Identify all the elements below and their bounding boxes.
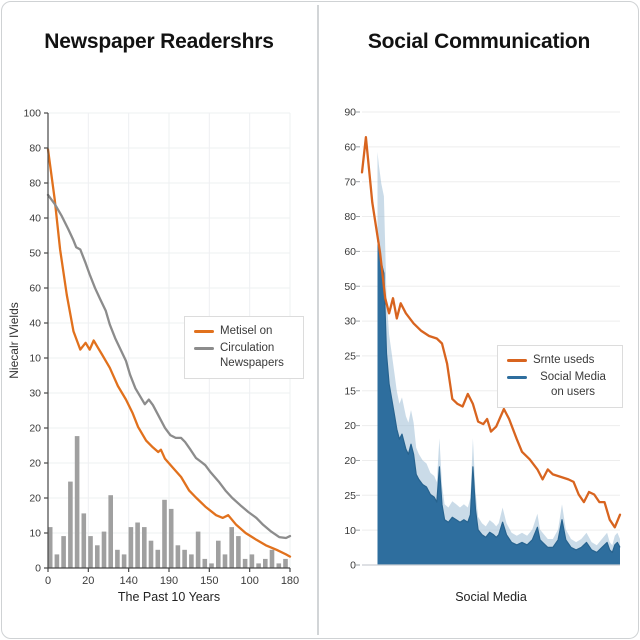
svg-text:20: 20 — [344, 420, 356, 432]
social-chart-canvas: 90 60 70 80 60 50 30 25 15 20 20 25 10 0 Social Media — [344, 107, 622, 604]
newspaper-panel: Newspaper Readershrs 100 80 80 40 50 60 40 10 30… — [0, 0, 318, 640]
svg-text:80: 80 — [29, 143, 41, 155]
x-tick-labels: 0 20 140 190 150 100 180 — [45, 575, 299, 587]
svg-text:10: 10 — [29, 528, 41, 540]
area-social-media-on-users — [377, 237, 620, 566]
svg-text:10: 10 — [344, 525, 356, 537]
newspaper-chart-title: Newspaper Readershrs — [44, 30, 274, 53]
svg-text:20: 20 — [29, 493, 41, 505]
svg-text:20: 20 — [29, 458, 41, 470]
svg-text:0: 0 — [45, 575, 51, 587]
social-panel: Social Communication 90 60 70 80 60 50 30 25 15 2… — [318, 0, 640, 640]
svg-text:80: 80 — [344, 211, 356, 223]
line-metisel-on — [46, 148, 292, 558]
svg-text:180: 180 — [281, 575, 299, 587]
svg-text:70: 70 — [344, 176, 356, 188]
x-axis-label: Social Media — [455, 590, 527, 604]
svg-text:150: 150 — [200, 575, 218, 587]
y-tick-labels: 90 60 70 80 60 50 30 25 15 20 20 25 10 0 — [344, 107, 356, 572]
svg-text:100: 100 — [241, 575, 259, 587]
svg-text:80: 80 — [29, 178, 41, 190]
y-axis-label: Niecalr IVields — [7, 302, 21, 378]
area-halo-social-media-on-users — [377, 152, 620, 565]
svg-text:30: 30 — [344, 316, 356, 328]
svg-text:50: 50 — [29, 248, 41, 260]
svg-text:20: 20 — [29, 423, 41, 435]
srnte-useds-legend-label: Srnte useds — [533, 354, 595, 366]
circulation-newspapers-legend-label: Circulation Newspapers — [220, 341, 284, 369]
social-chart-title: Social Communication — [367, 30, 591, 53]
bars-readership-histogram — [47, 436, 288, 569]
legend-item-metisel-on: Metisel on — [194, 324, 294, 339]
svg-text:40: 40 — [29, 318, 41, 330]
svg-text:50: 50 — [344, 281, 356, 293]
newspaper-legend: Metisel on Circulation Newspapers — [184, 316, 304, 379]
circulation-newspapers-line-swatch — [194, 346, 214, 350]
social-legend: Srnte useds Social Media on users — [497, 345, 623, 408]
x-axis-label: The Past 10 Years — [118, 590, 220, 604]
svg-text:60: 60 — [29, 283, 41, 295]
svg-text:60: 60 — [344, 141, 356, 153]
social-media-on-users-line-swatch — [507, 375, 527, 379]
legend-item-srnte-useds: Srnte useds — [507, 353, 613, 368]
svg-text:25: 25 — [344, 351, 356, 363]
line-circulation-newspapers — [46, 193, 292, 540]
panel-divider — [317, 5, 319, 635]
metisel-on-line-swatch — [194, 330, 214, 333]
svg-text:15: 15 — [344, 385, 356, 397]
svg-text:100: 100 — [23, 108, 41, 120]
svg-text:30: 30 — [29, 388, 41, 400]
svg-text:140: 140 — [120, 575, 138, 587]
area-edge-social-media-on-users — [376, 237, 621, 553]
svg-text:190: 190 — [160, 575, 178, 587]
svg-text:90: 90 — [344, 107, 356, 119]
metisel-on-legend-label: Metisel on — [220, 325, 273, 337]
svg-text:0: 0 — [350, 560, 356, 572]
legend-item-circulation-newspapers: Circulation Newspapers — [194, 341, 294, 371]
srnte-useds-line-swatch — [507, 359, 527, 362]
svg-text:10: 10 — [29, 353, 41, 365]
legend-item-social-media-on-users: Social Media on users — [507, 370, 613, 400]
y-tick-marks — [356, 111, 360, 566]
svg-text:20: 20 — [344, 455, 356, 467]
line-srnte-useds — [360, 136, 622, 529]
social-media-on-users-legend-label: Social Media on users — [540, 370, 606, 398]
svg-text:60: 60 — [344, 246, 356, 258]
svg-text:40: 40 — [29, 213, 41, 225]
axes — [44, 112, 291, 572]
svg-text:0: 0 — [35, 563, 41, 575]
svg-text:20: 20 — [82, 575, 94, 587]
svg-text:25: 25 — [344, 490, 356, 502]
